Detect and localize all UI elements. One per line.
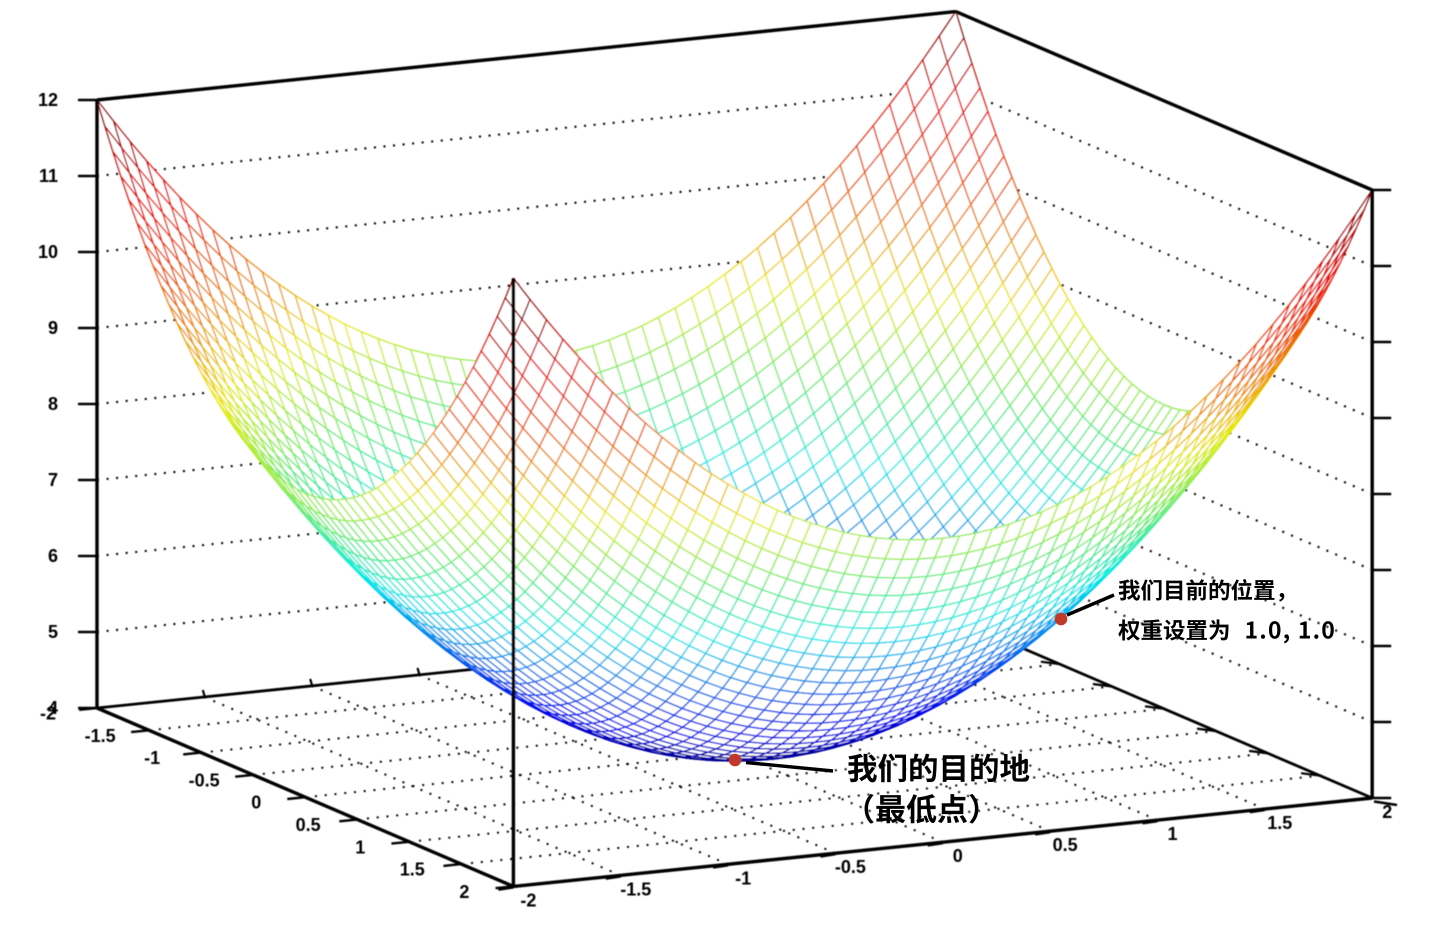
svg-text:7: 7 (48, 470, 58, 490)
svg-text:12: 12 (38, 90, 58, 110)
svg-text:-2: -2 (40, 704, 56, 724)
svg-text:1: 1 (1167, 824, 1177, 844)
svg-text:-1: -1 (144, 748, 160, 768)
svg-text:1: 1 (355, 837, 365, 857)
svg-text:11: 11 (39, 166, 58, 186)
svg-text:-0.5: -0.5 (189, 770, 220, 790)
svg-text:-0.5: -0.5 (835, 857, 866, 877)
svg-text:0.5: 0.5 (296, 815, 321, 835)
svg-text:9: 9 (48, 318, 58, 338)
svg-text:6: 6 (48, 546, 58, 566)
svg-text:0.5: 0.5 (1053, 835, 1078, 855)
svg-text:8: 8 (48, 394, 58, 414)
svg-text:4: 4 (48, 698, 58, 718)
svg-text:1.5: 1.5 (400, 860, 425, 880)
svg-text:-1.5: -1.5 (85, 726, 116, 746)
svg-text:-1.5: -1.5 (620, 879, 651, 899)
svg-text:2: 2 (1382, 802, 1392, 822)
svg-text:5: 5 (48, 622, 58, 642)
svg-text:2: 2 (459, 882, 469, 902)
svg-text:10: 10 (38, 242, 58, 262)
svg-text:0: 0 (953, 846, 963, 866)
svg-text:1.5: 1.5 (1267, 813, 1292, 833)
svg-text:-1: -1 (735, 868, 751, 888)
svg-text:0: 0 (251, 793, 261, 813)
svg-text:-2: -2 (520, 890, 536, 910)
